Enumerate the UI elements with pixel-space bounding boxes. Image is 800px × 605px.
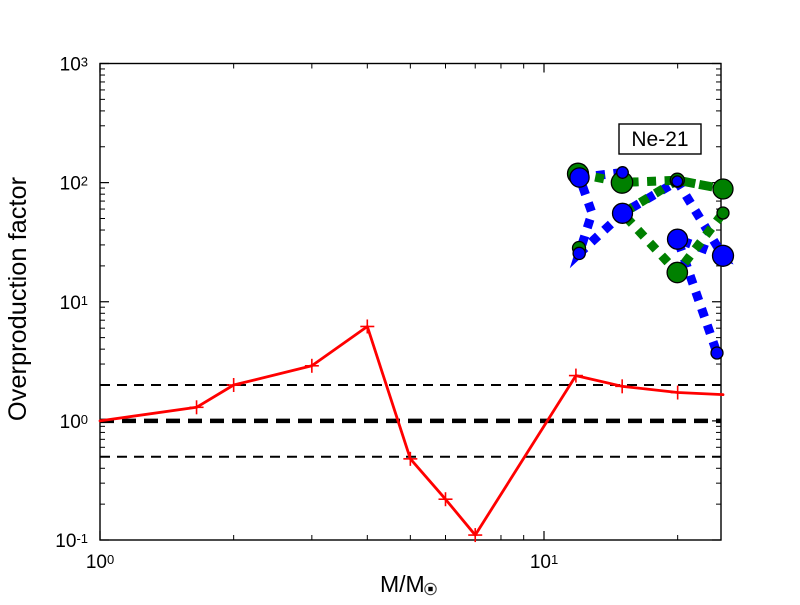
svg-text:101: 101 (60, 293, 88, 314)
svg-text:100: 100 (86, 552, 114, 573)
svg-text:103: 103 (60, 55, 88, 76)
svg-text:101: 101 (530, 552, 558, 573)
svg-text:100: 100 (60, 412, 88, 433)
svg-text:Ne-21: Ne-21 (631, 128, 688, 151)
svg-text:10-1: 10-1 (55, 531, 88, 552)
svg-text:102: 102 (60, 174, 88, 195)
svg-text:M/M: M/M (380, 571, 425, 597)
